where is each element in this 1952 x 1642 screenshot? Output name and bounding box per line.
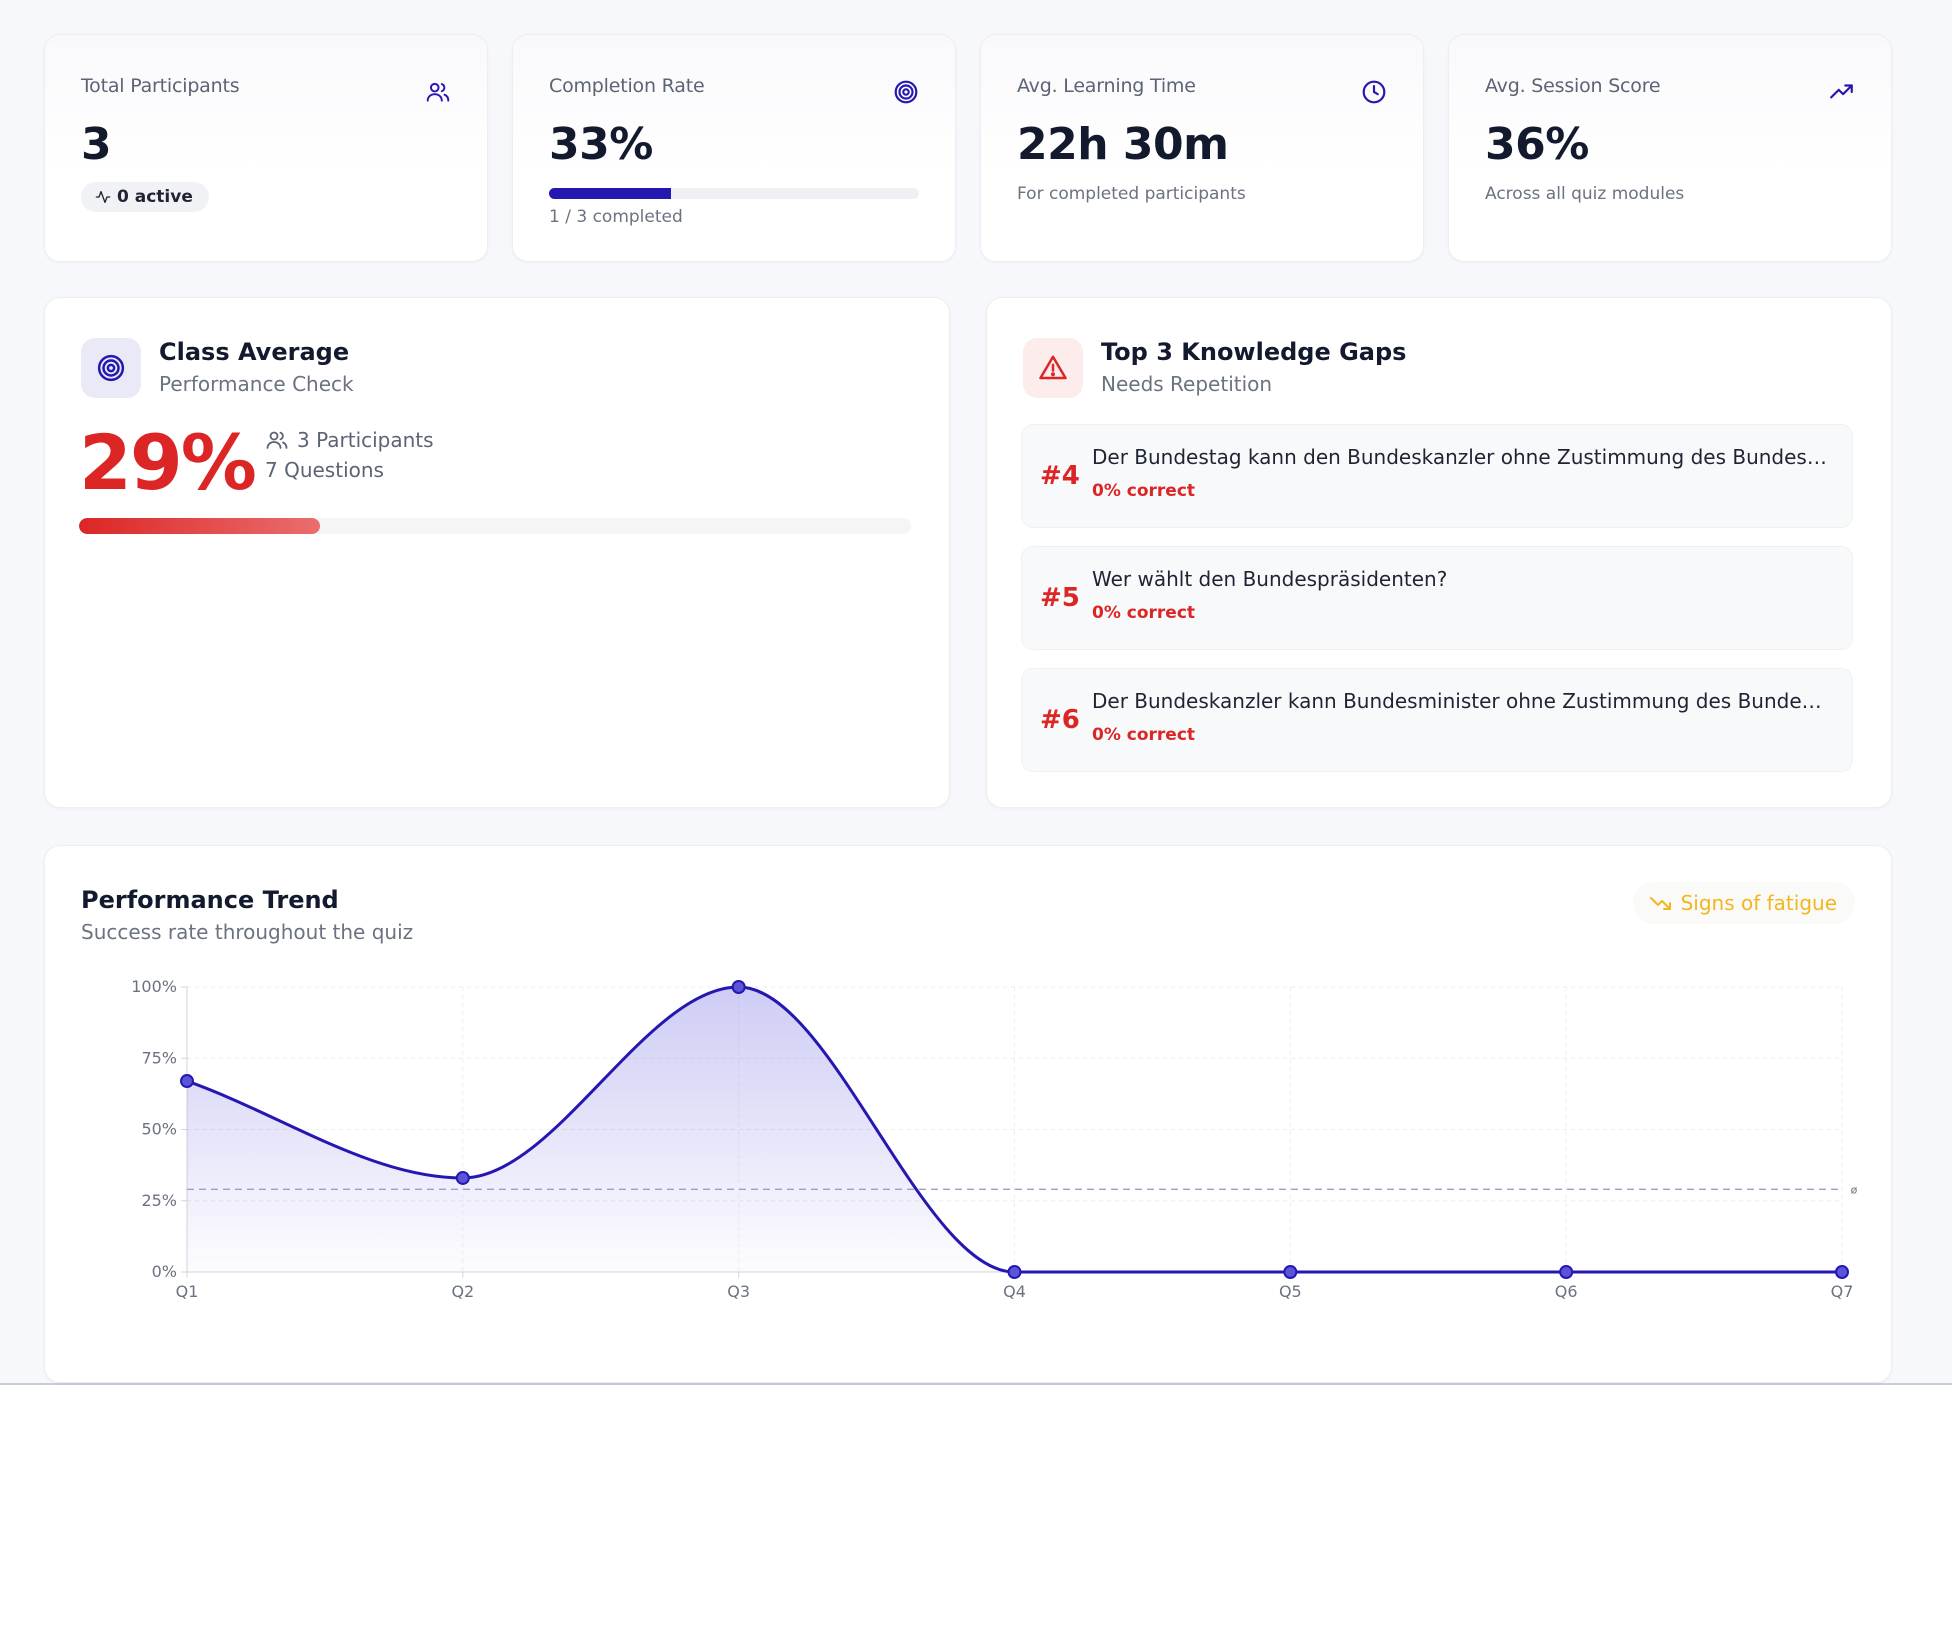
y-tick-label: 0% bbox=[152, 1262, 177, 1281]
stat-card-session-score: Avg. Session Score 36% Across all quiz m… bbox=[1448, 34, 1892, 262]
y-tick-label: 100% bbox=[131, 977, 177, 996]
trend-point bbox=[1835, 1265, 1849, 1279]
gap-question-text: Der Bundeskanzler kann Bundesminister oh… bbox=[1092, 689, 1832, 713]
x-tick-label: Q7 bbox=[1831, 1282, 1854, 1301]
knowledge-gap-item[interactable]: #5 Wer wählt den Bundespräsidenten? 0% c… bbox=[1021, 546, 1853, 650]
knowledge-gaps-card: Top 3 Knowledge Gaps Needs Repetition #4… bbox=[986, 297, 1892, 808]
knowledge-gaps-subtitle: Needs Repetition bbox=[1101, 372, 1273, 396]
trend-point bbox=[1007, 1265, 1022, 1279]
stat-label: Completion Rate bbox=[549, 75, 705, 97]
stat-sub: For completed participants bbox=[1017, 184, 1246, 204]
trend-title: Performance Trend bbox=[81, 886, 339, 914]
stat-value: 3 bbox=[81, 119, 112, 170]
performance-trend-chart: 0% 25% 50% 75% 100% Q1 Q2 Q3 Q4 Q5 Q6 Q7 ø bbox=[131, 977, 1858, 1301]
stat-sub: Across all quiz modules bbox=[1485, 184, 1685, 204]
trending-down-icon bbox=[1649, 897, 1671, 910]
trend-point bbox=[731, 980, 746, 994]
stat-value: 33% bbox=[549, 119, 653, 170]
gap-question-number: #6 bbox=[1040, 705, 1080, 735]
gap-question-text: Wer wählt den Bundespräsidenten? bbox=[1092, 567, 1448, 591]
stat-card-learning-time: Avg. Learning Time 22h 30m For completed… bbox=[980, 34, 1424, 262]
x-tick-label: Q6 bbox=[1555, 1282, 1578, 1301]
stat-label: Avg. Session Score bbox=[1485, 75, 1661, 97]
knowledge-gaps-title: Top 3 Knowledge Gaps bbox=[1101, 338, 1407, 366]
x-tick-label: Q1 bbox=[176, 1282, 199, 1301]
gap-question-text: Der Bundestag kann den Bundeskanzler ohn… bbox=[1092, 445, 1832, 469]
class-average-progress-fill bbox=[79, 518, 321, 534]
trend-subtitle: Success rate throughout the quiz bbox=[81, 920, 414, 944]
gap-question-number: #4 bbox=[1040, 461, 1080, 491]
activity-icon bbox=[95, 191, 111, 203]
stat-label: Total Participants bbox=[81, 75, 240, 97]
knowledge-gap-item[interactable]: #4 Der Bundestag kann den Bundeskanzler … bbox=[1021, 424, 1853, 528]
stat-card-completion-rate: Completion Rate 33% 1 / 3 completed bbox=[512, 34, 956, 262]
target-icon bbox=[97, 354, 125, 382]
class-average-progress-bar bbox=[79, 518, 911, 534]
warning-icon bbox=[1039, 355, 1067, 380]
completion-caption: 1 / 3 completed bbox=[549, 207, 683, 227]
users-icon bbox=[426, 82, 450, 102]
active-count: 0 active bbox=[117, 187, 193, 207]
completion-progress-bar bbox=[549, 188, 919, 199]
users-icon bbox=[266, 431, 288, 449]
clock-icon bbox=[1362, 80, 1386, 104]
y-tick-label: 75% bbox=[141, 1048, 177, 1067]
fatigue-badge: Signs of fatigue bbox=[1632, 882, 1855, 924]
participants-meta: 3 Participants bbox=[265, 428, 434, 452]
trend-area bbox=[187, 987, 1842, 1272]
x-tick-label: Q5 bbox=[1279, 1282, 1302, 1301]
stat-value: 36% bbox=[1485, 119, 1589, 170]
gap-correct-rate: 0% correct bbox=[1092, 725, 1196, 745]
stat-label: Avg. Learning Time bbox=[1017, 75, 1196, 97]
gap-correct-rate: 0% correct bbox=[1092, 481, 1196, 501]
average-reference-label: ø bbox=[1851, 1183, 1858, 1196]
x-tick-label: Q3 bbox=[727, 1282, 750, 1301]
x-tick-label: Q4 bbox=[1003, 1282, 1026, 1301]
participants-count: 3 Participants bbox=[297, 428, 434, 452]
y-tick-label: 50% bbox=[141, 1120, 177, 1139]
trend-point bbox=[1559, 1265, 1574, 1279]
y-tick-label: 25% bbox=[141, 1191, 177, 1210]
gap-question-number: #5 bbox=[1040, 583, 1080, 613]
target-icon-badge bbox=[81, 338, 141, 398]
gap-correct-rate: 0% correct bbox=[1092, 603, 1196, 623]
trend-point bbox=[455, 1170, 470, 1185]
trending-up-icon bbox=[1830, 84, 1853, 99]
class-average-title: Class Average bbox=[159, 338, 350, 366]
knowledge-gap-item[interactable]: #6 Der Bundeskanzler kann Bundesminister… bbox=[1021, 668, 1853, 772]
trend-point bbox=[1283, 1265, 1298, 1279]
class-average-card: Class Average Performance Check 29% 3 Pa… bbox=[44, 297, 950, 808]
performance-trend-card: Performance Trend Success rate throughou… bbox=[44, 845, 1892, 1383]
fatigue-label: Signs of fatigue bbox=[1680, 891, 1837, 915]
completion-progress-fill bbox=[549, 188, 672, 199]
stat-card-total-participants: Total Participants 3 0 active bbox=[44, 34, 488, 262]
x-tick-label: Q2 bbox=[451, 1282, 474, 1301]
active-status-badge: 0 active bbox=[81, 182, 209, 212]
questions-count: 7 Questions bbox=[265, 458, 384, 482]
class-average-subtitle: Performance Check bbox=[159, 372, 354, 396]
trend-point bbox=[180, 1074, 194, 1089]
stat-value: 22h 30m bbox=[1017, 119, 1229, 170]
target-icon bbox=[894, 80, 918, 104]
class-average-percent: 29% bbox=[79, 418, 257, 507]
warning-icon-badge bbox=[1023, 338, 1083, 398]
